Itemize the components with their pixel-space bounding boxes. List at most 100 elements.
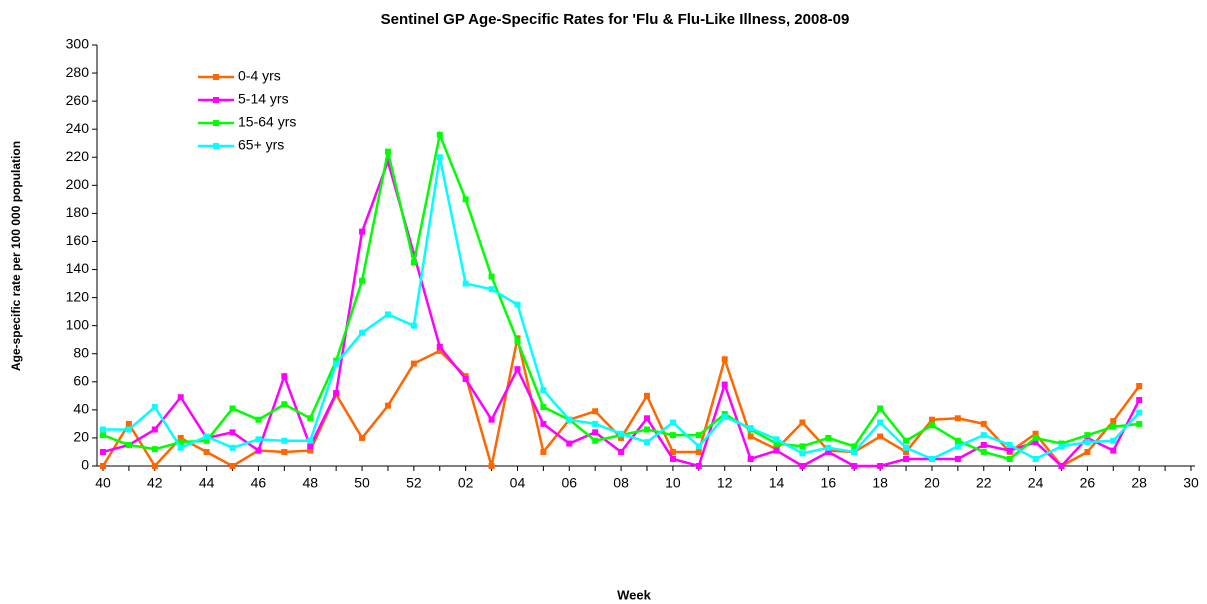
data-point	[100, 432, 106, 439]
data-point	[125, 426, 132, 433]
data-point	[255, 416, 262, 423]
data-point	[462, 375, 469, 382]
data-point	[644, 426, 650, 433]
legend-marker	[213, 97, 219, 103]
data-point	[410, 360, 417, 367]
data-point	[100, 448, 106, 455]
data-point	[618, 430, 625, 437]
data-point	[695, 463, 702, 469]
series-line	[103, 157, 1141, 461]
data-point	[1006, 441, 1013, 448]
data-point	[1006, 455, 1013, 462]
data-point	[359, 228, 366, 235]
x-tick-label: 08	[613, 475, 629, 491]
data-point	[773, 440, 780, 447]
x-tick-label: 12	[717, 475, 733, 491]
data-point	[359, 434, 366, 441]
data-point	[644, 392, 650, 399]
data-point	[851, 443, 858, 450]
data-point	[721, 413, 728, 420]
data-point	[980, 441, 987, 448]
data-point	[462, 280, 469, 287]
data-point	[100, 426, 106, 433]
data-point	[1032, 434, 1039, 441]
data-point	[592, 420, 599, 427]
data-point	[229, 463, 236, 469]
legend-marker	[213, 143, 219, 149]
data-point	[954, 437, 961, 444]
data-point	[877, 419, 884, 426]
data-point	[928, 422, 935, 429]
data-point	[721, 381, 728, 388]
y-tick-label: 0	[81, 457, 89, 473]
data-point	[410, 259, 417, 266]
x-tick-label: 48	[302, 475, 318, 491]
data-point	[1058, 443, 1065, 450]
data-point	[1136, 420, 1143, 427]
data-point	[488, 416, 495, 423]
data-point	[307, 415, 314, 422]
data-point	[954, 455, 961, 462]
y-tick-label: 220	[66, 148, 90, 164]
data-point	[436, 154, 443, 161]
y-tick-label: 60	[73, 373, 89, 389]
y-tick-label: 100	[66, 316, 90, 332]
x-tick-label: 28	[1131, 475, 1147, 491]
data-point	[669, 419, 676, 426]
data-point	[928, 455, 935, 462]
data-point	[825, 434, 832, 441]
data-point	[1058, 463, 1065, 469]
data-point	[229, 429, 236, 436]
data-point	[747, 425, 754, 432]
data-point	[100, 463, 106, 469]
data-point	[773, 447, 780, 454]
data-point	[644, 439, 650, 446]
data-point	[903, 437, 910, 444]
data-point	[307, 447, 314, 454]
data-point	[928, 416, 935, 423]
data-point	[151, 426, 158, 433]
x-tick-label: 50	[354, 475, 370, 491]
data-point	[540, 420, 547, 427]
y-tick-label: 140	[66, 260, 90, 276]
x-tick-label: 24	[1028, 475, 1044, 491]
data-point	[125, 420, 132, 427]
data-point	[359, 329, 366, 336]
data-point	[669, 432, 676, 439]
data-point	[695, 448, 702, 455]
data-point	[514, 301, 521, 308]
data-point	[799, 443, 806, 450]
data-point	[695, 443, 702, 450]
data-point	[177, 434, 184, 441]
data-point	[488, 463, 495, 469]
data-point	[436, 347, 443, 354]
data-point	[307, 443, 314, 450]
legend-marker	[213, 74, 219, 80]
data-point	[799, 450, 806, 457]
y-axis-label: Age-specific rate per 100 000 population	[9, 141, 23, 371]
data-point	[151, 446, 158, 453]
data-point	[980, 420, 987, 427]
data-point	[384, 148, 391, 155]
data-point	[410, 322, 417, 329]
data-point	[773, 436, 780, 443]
x-tick-label: 20	[924, 475, 940, 491]
x-tick-label: 22	[976, 475, 992, 491]
data-point	[203, 433, 210, 440]
y-tick-label: 300	[66, 36, 90, 52]
data-point	[747, 455, 754, 462]
data-point	[1084, 432, 1091, 439]
data-point	[566, 440, 573, 447]
series-line	[102, 130, 1140, 461]
y-tick-label: 280	[66, 64, 90, 80]
data-point	[255, 447, 262, 454]
data-point	[877, 463, 884, 469]
data-point	[1006, 447, 1013, 454]
data-point	[462, 196, 469, 203]
data-point	[799, 419, 806, 426]
chart-title: Sentinel GP Age-Specific Rates for 'Flu …	[381, 11, 850, 28]
x-tick-label: 26	[1080, 475, 1096, 491]
x-tick-label: 06	[561, 475, 577, 491]
data-point	[177, 394, 184, 401]
